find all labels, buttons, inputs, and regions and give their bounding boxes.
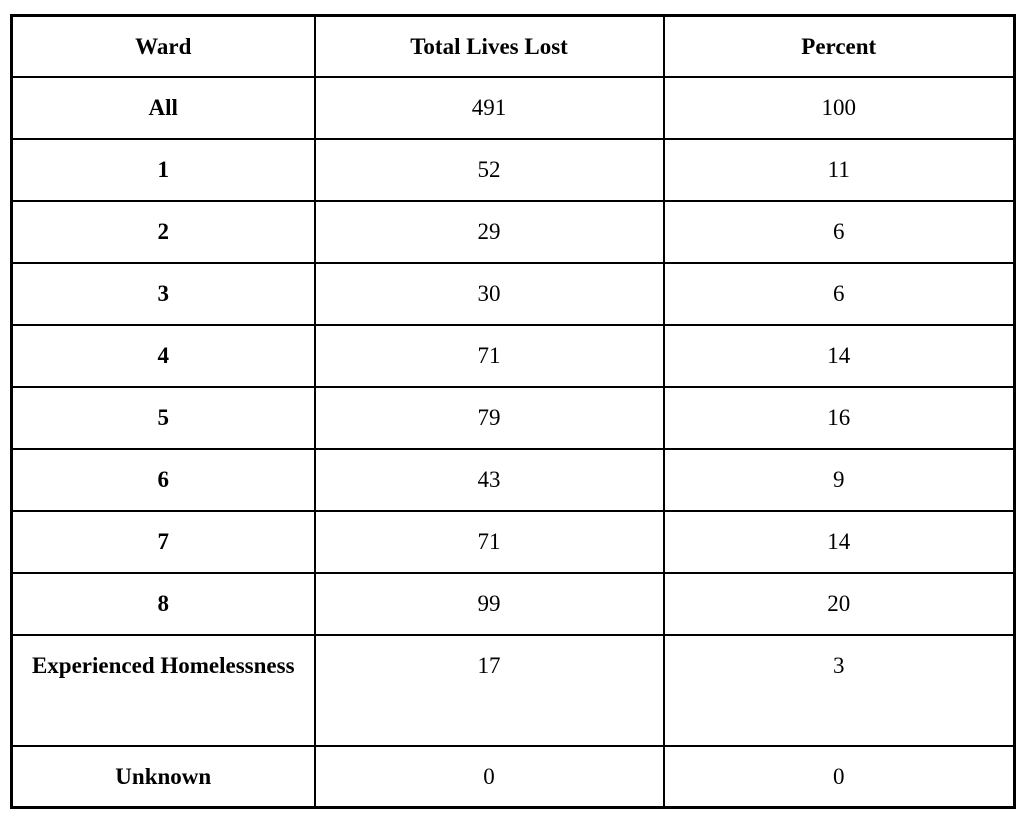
ward-cell: 6	[10, 447, 316, 512]
ward-cell: 5	[10, 385, 316, 450]
table-row: 2 29 6	[10, 199, 1016, 264]
percent-cell: 14	[662, 323, 1016, 388]
table-header: Ward Total Lives Lost Percent	[10, 14, 1016, 78]
percent-cell: 3	[662, 633, 1016, 747]
lives-lost-by-ward-table: Ward Total Lives Lost Percent All 491 100 1…	[10, 14, 1016, 809]
ward-cell: 3	[10, 261, 316, 326]
table-row: Unknown 0 0	[10, 744, 1016, 809]
percent-cell: 9	[662, 447, 1016, 512]
table-body: All 491 100 1 52 11 2 29 6 3 30 6 4 71 14 5 79 16 6 43 9 7 71 1…	[10, 75, 1016, 809]
percent-cell: 0	[662, 744, 1016, 809]
total-cell: 71	[313, 509, 665, 574]
column-header-percent: Percent	[662, 14, 1016, 78]
table-row: 1 52 11	[10, 137, 1016, 202]
table-row: 5 79 16	[10, 385, 1016, 450]
total-cell: 71	[313, 323, 665, 388]
total-cell: 99	[313, 571, 665, 636]
table-row: 7 71 14	[10, 509, 1016, 574]
table-row: All 491 100	[10, 75, 1016, 140]
total-cell: 79	[313, 385, 665, 450]
header-row: Ward Total Lives Lost Percent	[10, 14, 1016, 78]
percent-cell: 20	[662, 571, 1016, 636]
ward-cell: All	[10, 75, 316, 140]
total-cell: 43	[313, 447, 665, 512]
percent-cell: 6	[662, 199, 1016, 264]
table-row: 4 71 14	[10, 323, 1016, 388]
total-cell: 17	[313, 633, 665, 747]
ward-cell: 8	[10, 571, 316, 636]
total-cell: 0	[313, 744, 665, 809]
total-cell: 30	[313, 261, 665, 326]
ward-cell: 4	[10, 323, 316, 388]
percent-cell: 100	[662, 75, 1016, 140]
total-cell: 52	[313, 137, 665, 202]
total-cell: 29	[313, 199, 665, 264]
percent-cell: 11	[662, 137, 1016, 202]
table-row: 3 30 6	[10, 261, 1016, 326]
percent-cell: 16	[662, 385, 1016, 450]
percent-cell: 14	[662, 509, 1016, 574]
column-header-ward: Ward	[10, 14, 316, 78]
ward-cell: 7	[10, 509, 316, 574]
table-row: 6 43 9	[10, 447, 1016, 512]
ward-cell: 1	[10, 137, 316, 202]
ward-cell: Experienced Homelessness	[10, 633, 316, 747]
ward-cell: 2	[10, 199, 316, 264]
ward-cell: Unknown	[10, 744, 316, 809]
total-cell: 491	[313, 75, 665, 140]
percent-cell: 6	[662, 261, 1016, 326]
table-row: 8 99 20	[10, 571, 1016, 636]
table-row: Experienced Homelessness 17 3	[10, 633, 1016, 747]
column-header-total-lives-lost: Total Lives Lost	[313, 14, 665, 78]
